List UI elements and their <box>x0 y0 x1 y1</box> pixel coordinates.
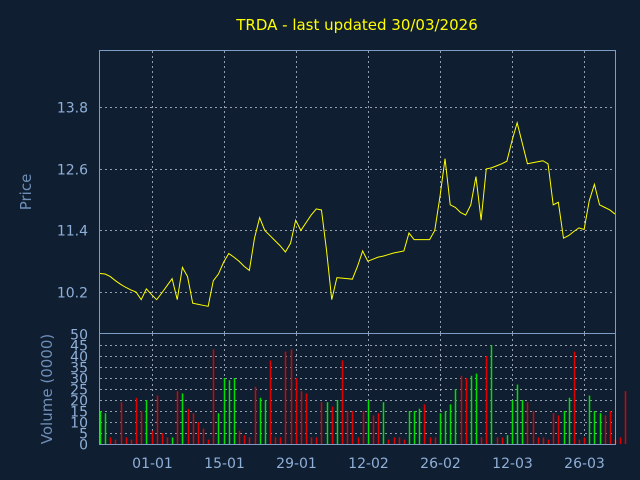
volume-bars <box>99 345 627 444</box>
volume-tick-label: 10 <box>70 416 88 432</box>
volume-tick-label: 25 <box>70 383 88 399</box>
date-tick-label: 26-02 <box>420 456 461 472</box>
volume-tick-label: 15 <box>70 405 88 421</box>
volume-panel-frame <box>99 333 616 445</box>
volume-tick-label: 40 <box>70 350 88 366</box>
volume-axis-label: Volume (0000) <box>38 334 56 444</box>
price-axis-label: Price <box>17 174 35 211</box>
volume-tick-label: 5 <box>79 427 88 443</box>
price-tick-label: 13.8 <box>57 101 88 117</box>
date-tick-labels: 01-01 15-01 29-01 12-02 26-02 12-03 26-03 <box>132 456 605 472</box>
price-grid <box>100 51 615 333</box>
volume-tick-label: 35 <box>70 361 88 377</box>
date-tick-label: 12-03 <box>492 456 533 472</box>
price-tick-labels: 10.2 11.4 12.6 13.8 <box>57 101 88 302</box>
volume-tick-label: 45 <box>70 339 88 355</box>
volume-tick-label: 30 <box>70 372 88 388</box>
chart-title: TRDA - last updated 30/03/2026 <box>235 16 478 34</box>
price-tick-label: 10.2 <box>57 286 88 302</box>
volume-tick-label: 0 <box>79 438 88 454</box>
price-panel-frame <box>99 50 616 334</box>
date-tick-label: 15-01 <box>204 456 245 472</box>
price-line <box>99 120 616 307</box>
date-tick-label: 01-01 <box>132 456 173 472</box>
volume-tick-label: 50 <box>70 328 88 344</box>
price-line-group <box>99 120 616 307</box>
date-tick-label: 12-02 <box>348 456 389 472</box>
volume-tick-label: 20 <box>70 394 88 410</box>
price-tick-label: 11.4 <box>57 224 88 240</box>
date-tick-label: 29-01 <box>276 456 317 472</box>
date-tick-label: 26-03 <box>564 456 605 472</box>
price-tick-label: 12.6 <box>57 163 88 179</box>
